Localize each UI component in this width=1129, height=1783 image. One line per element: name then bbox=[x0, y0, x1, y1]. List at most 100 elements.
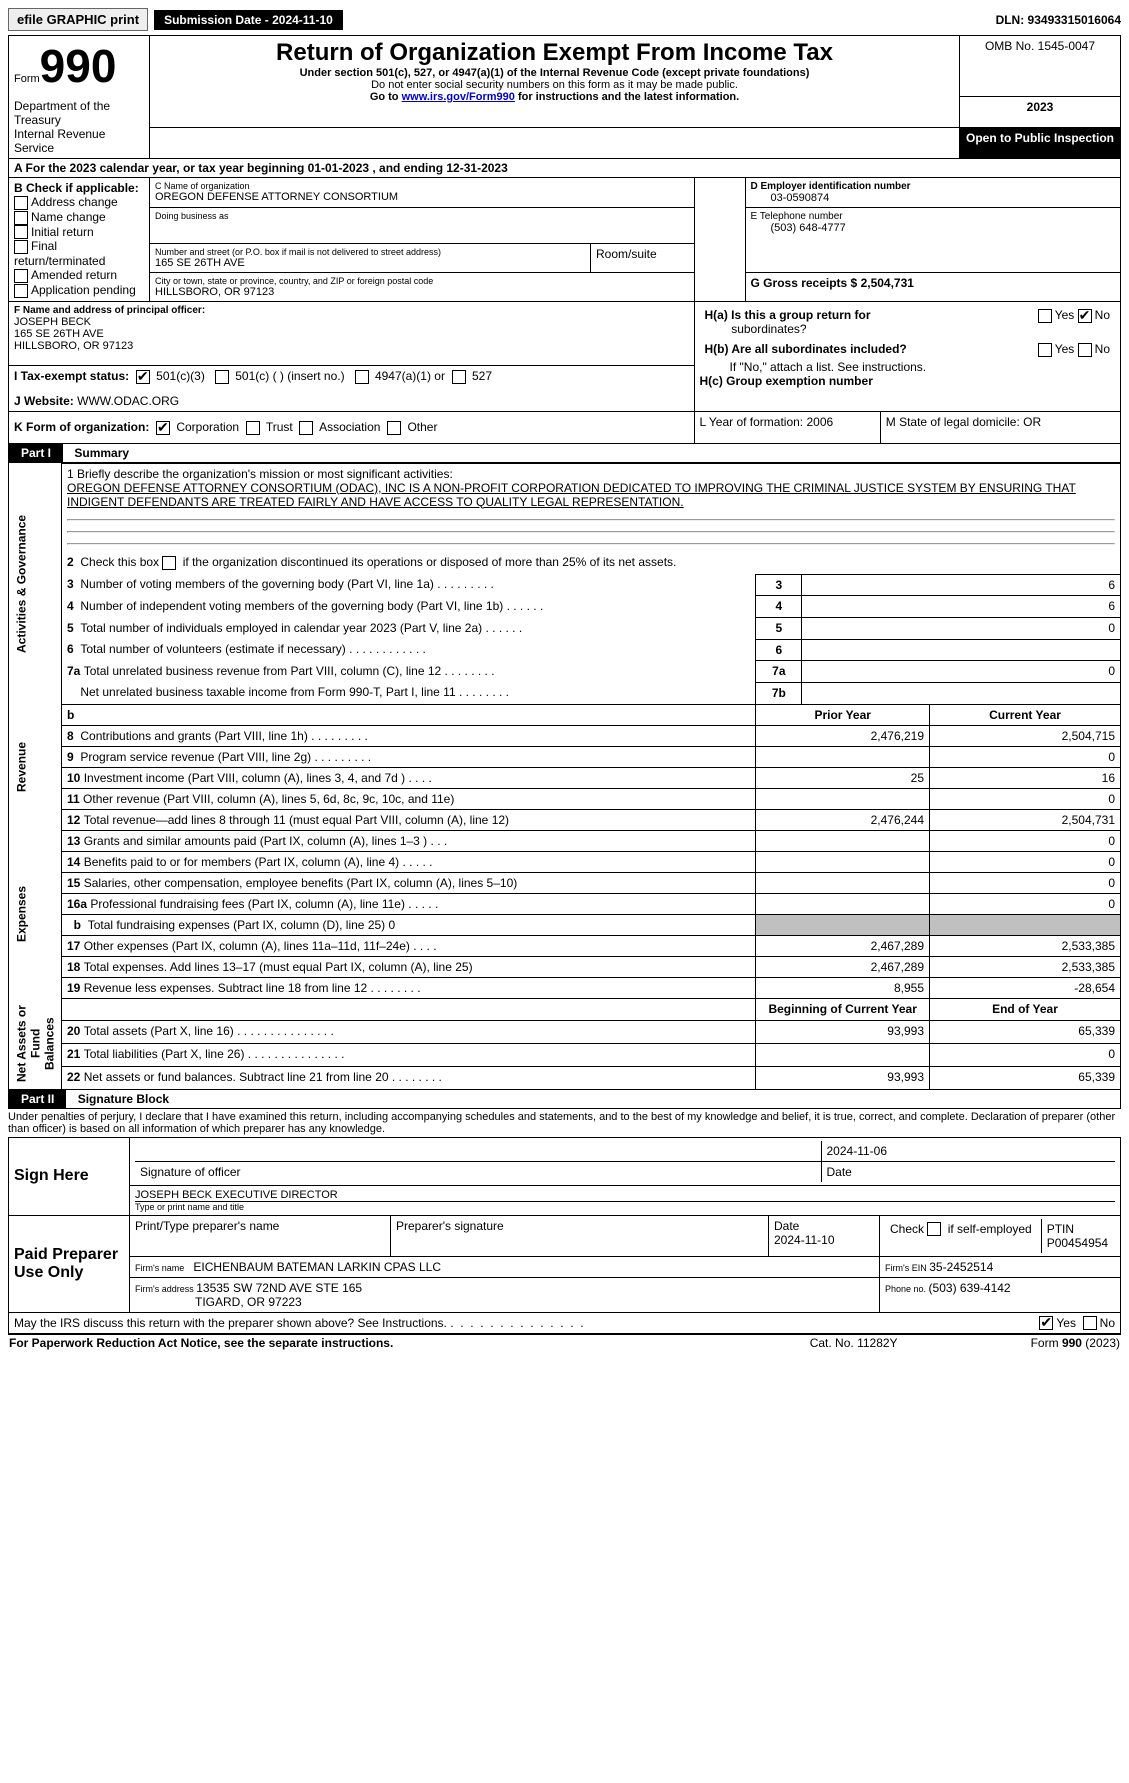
topbar: efile GRAPHIC print Submission Date - 20… bbox=[8, 8, 1121, 31]
address-change-checkbox[interactable] bbox=[14, 196, 28, 210]
ein-value: 03-0590874 bbox=[751, 192, 1115, 204]
opt-address-change: Address change bbox=[31, 195, 118, 209]
application-pending-checkbox[interactable] bbox=[14, 284, 28, 298]
opt-527: 527 bbox=[472, 369, 492, 383]
discuss-yes: Yes bbox=[1056, 1316, 1076, 1330]
officer-name: JOSEPH BECK bbox=[14, 316, 689, 328]
firm-addr1: 13535 SW 72ND AVE STE 165 bbox=[196, 1281, 362, 1295]
part2-title: Signature Block bbox=[70, 1092, 169, 1106]
section-f-label: F Name and address of principal officer: bbox=[14, 305, 689, 316]
l21-num: 21 bbox=[67, 1047, 80, 1061]
l18-py: 2,467,289 bbox=[756, 956, 930, 977]
section-a-tax-year: A For the 2023 calendar year, or tax yea… bbox=[8, 159, 1121, 177]
ha-sub: subordinates? bbox=[731, 322, 806, 336]
4947-checkbox[interactable] bbox=[355, 370, 369, 384]
association-checkbox[interactable] bbox=[299, 421, 313, 435]
discuss-yes-checkbox[interactable] bbox=[1039, 1316, 1053, 1330]
l18-text: Total expenses. Add lines 13–17 (must eq… bbox=[84, 960, 473, 974]
l9-cy: 0 bbox=[930, 746, 1121, 767]
section-l: L Year of formation: 2006 bbox=[694, 411, 880, 443]
goto-prefix: Go to bbox=[370, 91, 402, 103]
l3-text: Number of voting members of the governin… bbox=[80, 577, 434, 591]
hc-label: H(c) Group exemption number bbox=[700, 374, 873, 388]
self-employed-checkbox[interactable] bbox=[927, 1222, 941, 1236]
firm-addr-label: Firm's address bbox=[135, 1284, 196, 1294]
l14-num: 14 bbox=[67, 855, 80, 869]
efile-print-button[interactable]: efile GRAPHIC print bbox=[8, 8, 148, 31]
opt-4947: 4947(a)(1) or bbox=[375, 369, 445, 383]
ha-no-checkbox[interactable] bbox=[1078, 309, 1092, 323]
final-return-checkbox[interactable] bbox=[14, 240, 28, 254]
section-k-label: K Form of organization: bbox=[14, 420, 149, 434]
l5-val: 0 bbox=[802, 618, 1121, 640]
ptin-value: P00454954 bbox=[1047, 1236, 1108, 1250]
l9-text: Program service revenue (Part VIII, line… bbox=[80, 750, 311, 764]
l5-num: 5 bbox=[67, 621, 74, 635]
paid-preparer: Paid Preparer Use Only bbox=[9, 1215, 130, 1312]
date-label: Date bbox=[821, 1161, 1115, 1182]
hb-yes: Yes bbox=[1055, 342, 1075, 356]
l8-cy: 2,504,715 bbox=[930, 725, 1121, 746]
l3-val: 6 bbox=[802, 574, 1121, 596]
l21-text: Total liabilities (Part X, line 26) bbox=[84, 1047, 245, 1061]
check-self-label: Check if self-employed bbox=[890, 1222, 1032, 1236]
l4-box: 4 bbox=[756, 596, 802, 618]
cat-no: Cat. No. 11282Y bbox=[766, 1335, 942, 1351]
l11-cy: 0 bbox=[930, 788, 1121, 809]
opt-name-change: Name change bbox=[31, 210, 106, 224]
l18-num: 18 bbox=[67, 960, 80, 974]
l17-text: Other expenses (Part IX, column (A), lin… bbox=[84, 939, 410, 953]
other-checkbox[interactable] bbox=[387, 421, 401, 435]
l6-val bbox=[802, 639, 1121, 661]
l12-py: 2,476,244 bbox=[756, 809, 930, 830]
trust-checkbox[interactable] bbox=[246, 421, 260, 435]
sidelabel-activities: Activities & Governance bbox=[9, 463, 62, 704]
l3-box: 3 bbox=[756, 574, 802, 596]
prep-sig-label: Preparer's signature bbox=[391, 1215, 769, 1256]
phone-label: Phone no. bbox=[885, 1284, 929, 1294]
hb-yes-checkbox[interactable] bbox=[1038, 343, 1052, 357]
l13-cy: 0 bbox=[930, 830, 1121, 851]
form-footer: Form 990 (2023) bbox=[942, 1335, 1121, 1351]
ha-yes-checkbox[interactable] bbox=[1038, 309, 1052, 323]
501c3-checkbox[interactable] bbox=[136, 370, 150, 384]
room-suite-label: Room/suite bbox=[591, 243, 695, 272]
discuss-no-checkbox[interactable] bbox=[1083, 1316, 1097, 1330]
sidelabel-expenses: Expenses bbox=[9, 830, 62, 998]
l15-cy: 0 bbox=[930, 872, 1121, 893]
part1-table: Activities & Governance 1 Briefly descri… bbox=[8, 463, 1121, 1090]
l12-cy: 2,504,731 bbox=[930, 809, 1121, 830]
name-change-checkbox[interactable] bbox=[14, 211, 28, 225]
initial-return-checkbox[interactable] bbox=[14, 225, 28, 239]
open-to-public: Open to Public Inspection bbox=[960, 127, 1121, 158]
hb-label: H(b) Are all subordinates included? bbox=[705, 342, 907, 356]
officer-street: 165 SE 26TH AVE bbox=[14, 328, 689, 340]
ptin-label: PTIN bbox=[1047, 1222, 1074, 1236]
l14-cy: 0 bbox=[930, 851, 1121, 872]
opt-association: Association bbox=[319, 420, 380, 434]
l19-text: Revenue less expenses. Subtract line 18 … bbox=[84, 981, 368, 995]
l7b-box: 7b bbox=[756, 682, 802, 704]
l16b-text: Total fundraising expenses (Part IX, col… bbox=[88, 918, 395, 932]
l21-py bbox=[756, 1044, 930, 1067]
l20-cy: 65,339 bbox=[930, 1021, 1121, 1044]
form-subtitle: Under section 501(c), 527, or 4947(a)(1)… bbox=[155, 67, 954, 79]
omb-number: OMB No. 1545-0047 bbox=[960, 36, 1121, 97]
501c-checkbox[interactable] bbox=[215, 370, 229, 384]
hb-no-checkbox[interactable] bbox=[1078, 343, 1092, 357]
527-checkbox[interactable] bbox=[452, 370, 466, 384]
l22-text: Net assets or fund balances. Subtract li… bbox=[84, 1070, 389, 1084]
website-value: WWW.ODAC.ORG bbox=[77, 394, 179, 408]
l20-num: 20 bbox=[67, 1024, 80, 1038]
l11-text: Other revenue (Part VIII, column (A), li… bbox=[83, 792, 454, 806]
dba-label: Doing business as bbox=[155, 211, 689, 221]
phone: (503) 639-4142 bbox=[929, 1281, 1011, 1295]
l16b-py-grey bbox=[756, 914, 930, 935]
l13-py bbox=[756, 830, 930, 851]
l10-num: 10 bbox=[67, 771, 80, 785]
amended-return-checkbox[interactable] bbox=[14, 269, 28, 283]
line2-checkbox[interactable] bbox=[162, 556, 176, 570]
irs-link[interactable]: www.irs.gov/Form990 bbox=[402, 91, 515, 103]
print-name-label: Print/Type preparer's name bbox=[130, 1215, 391, 1256]
corporation-checkbox[interactable] bbox=[156, 421, 170, 435]
